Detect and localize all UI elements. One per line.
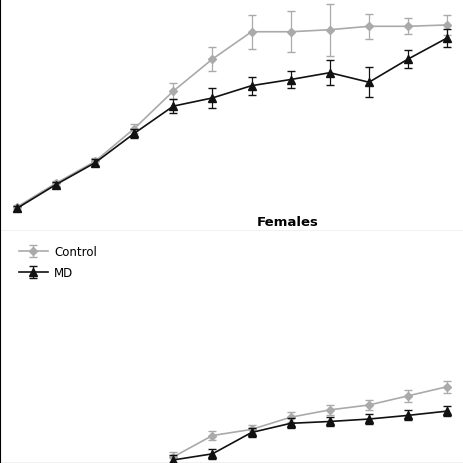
Title: Females: Females xyxy=(256,216,318,229)
X-axis label: Postnatal day: Postnatal day xyxy=(183,256,280,269)
Legend: Control, MD: Control, MD xyxy=(15,242,100,283)
